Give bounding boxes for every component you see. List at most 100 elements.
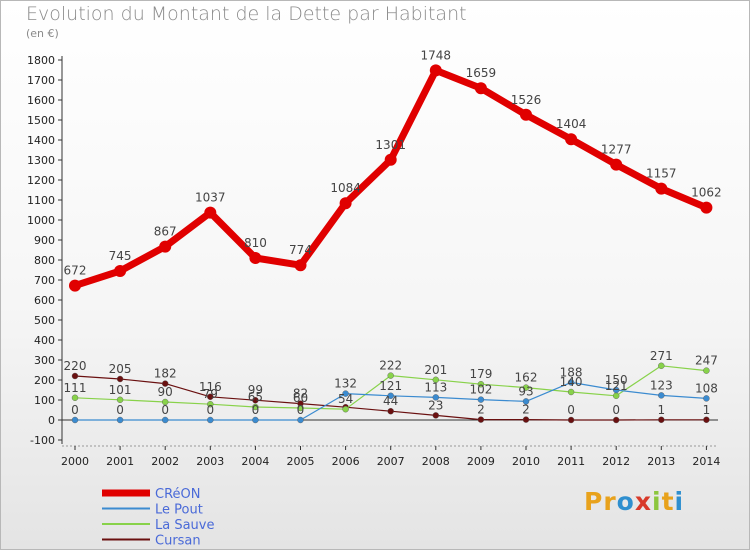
data-label: 162 [515,371,538,385]
data-point [297,416,304,424]
data-label: 1277 [601,143,632,157]
x-tick-label: 2002 [151,455,179,468]
y-tick-label: 1000 [27,214,55,227]
data-point [613,386,620,394]
data-label: 1037 [195,191,226,205]
logo-letter: P [584,487,604,516]
data-label: 201 [424,363,447,377]
data-point [161,416,169,424]
data-label: 121 [379,379,402,393]
y-tick-label: 200 [34,374,55,387]
data-label: 111 [64,381,87,395]
data-label: 1404 [556,117,587,131]
data-label: 222 [379,359,402,373]
data-point [252,416,259,424]
data-label: 220 [64,359,87,373]
x-tick-label: 2010 [512,455,540,468]
data-point [161,380,169,387]
data-label: 121 [605,379,628,393]
data-point [703,416,710,423]
data-point [522,398,530,405]
y-tick-label: 1700 [27,74,55,87]
data-label: 23 [428,398,443,412]
logo-letter: r [603,487,617,516]
y-tick-label: 1400 [27,134,55,147]
data-label: 1526 [511,93,542,107]
data-label: 99 [248,383,263,397]
data-label: 182 [154,367,177,381]
data-label: 101 [109,383,132,397]
data-point [384,153,397,166]
y-tick-label: 700 [34,274,55,287]
data-label: 2 [522,403,530,417]
data-point [610,158,623,171]
data-point [658,392,665,399]
data-label: 44 [383,394,398,408]
y-tick-label: 0 [48,414,55,427]
data-point [204,206,217,219]
y-tick-label: 1200 [27,174,55,187]
data-point [71,372,79,380]
data-label: 1 [657,403,665,417]
y-tick-label: 1300 [27,154,55,167]
x-tick-label: 2013 [647,455,675,468]
data-point [703,395,710,402]
data-point [114,265,127,277]
y-tick-label: 300 [34,354,55,367]
data-label: 123 [650,378,673,392]
data-label: 1748 [421,48,452,62]
logo-letter: i [652,487,662,516]
data-label: 54 [338,392,353,406]
legend-label: Le Pout [155,503,203,518]
series-line [73,66,708,289]
unit-label: (en €) [26,27,59,40]
data-point [252,403,259,411]
data-label: 79 [203,387,218,401]
y-tick-label: 1100 [27,194,55,207]
data-point [387,408,394,415]
x-tick-label: 2012 [602,455,630,468]
data-point [71,394,79,401]
data-label: 1 [703,403,711,417]
x-tick-label: 2005 [287,455,315,468]
y-tick-label: 400 [34,334,55,347]
data-point [71,416,79,424]
data-point [477,416,485,423]
data-label: 0 [161,403,169,417]
data-label: 247 [695,354,718,368]
data-label: 102 [469,383,492,397]
x-tick-label: 2006 [332,455,360,468]
data-point [703,367,710,374]
data-point [249,252,262,264]
data-label: 132 [334,377,357,391]
data-label: 0 [567,403,575,417]
data-point [297,404,304,412]
data-point [655,182,668,195]
data-point [520,108,532,121]
data-point [342,406,349,413]
data-label: 1659 [466,66,497,80]
data-label: 745 [109,249,132,263]
x-tick-label: 2014 [692,455,720,468]
axes: -100010020030040050060070080090010001100… [27,54,720,468]
data-label: 116 [199,380,222,394]
data-label: 1301 [375,138,406,152]
data-label: 179 [469,367,492,381]
data-label: 0 [206,403,214,417]
data-point [207,401,214,408]
data-label: 2 [477,403,485,417]
data-label: 65 [248,390,263,404]
x-tick-label: 2000 [61,455,89,468]
y-tick-label: 900 [34,234,55,247]
x-tick-label: 2004 [241,455,269,468]
data-label: 82 [293,387,308,401]
data-point [339,197,352,210]
data-label: 150 [605,373,628,387]
data-point [522,416,530,423]
x-tick-label: 2003 [196,455,224,468]
data-point [207,416,214,424]
data-point [658,362,665,369]
